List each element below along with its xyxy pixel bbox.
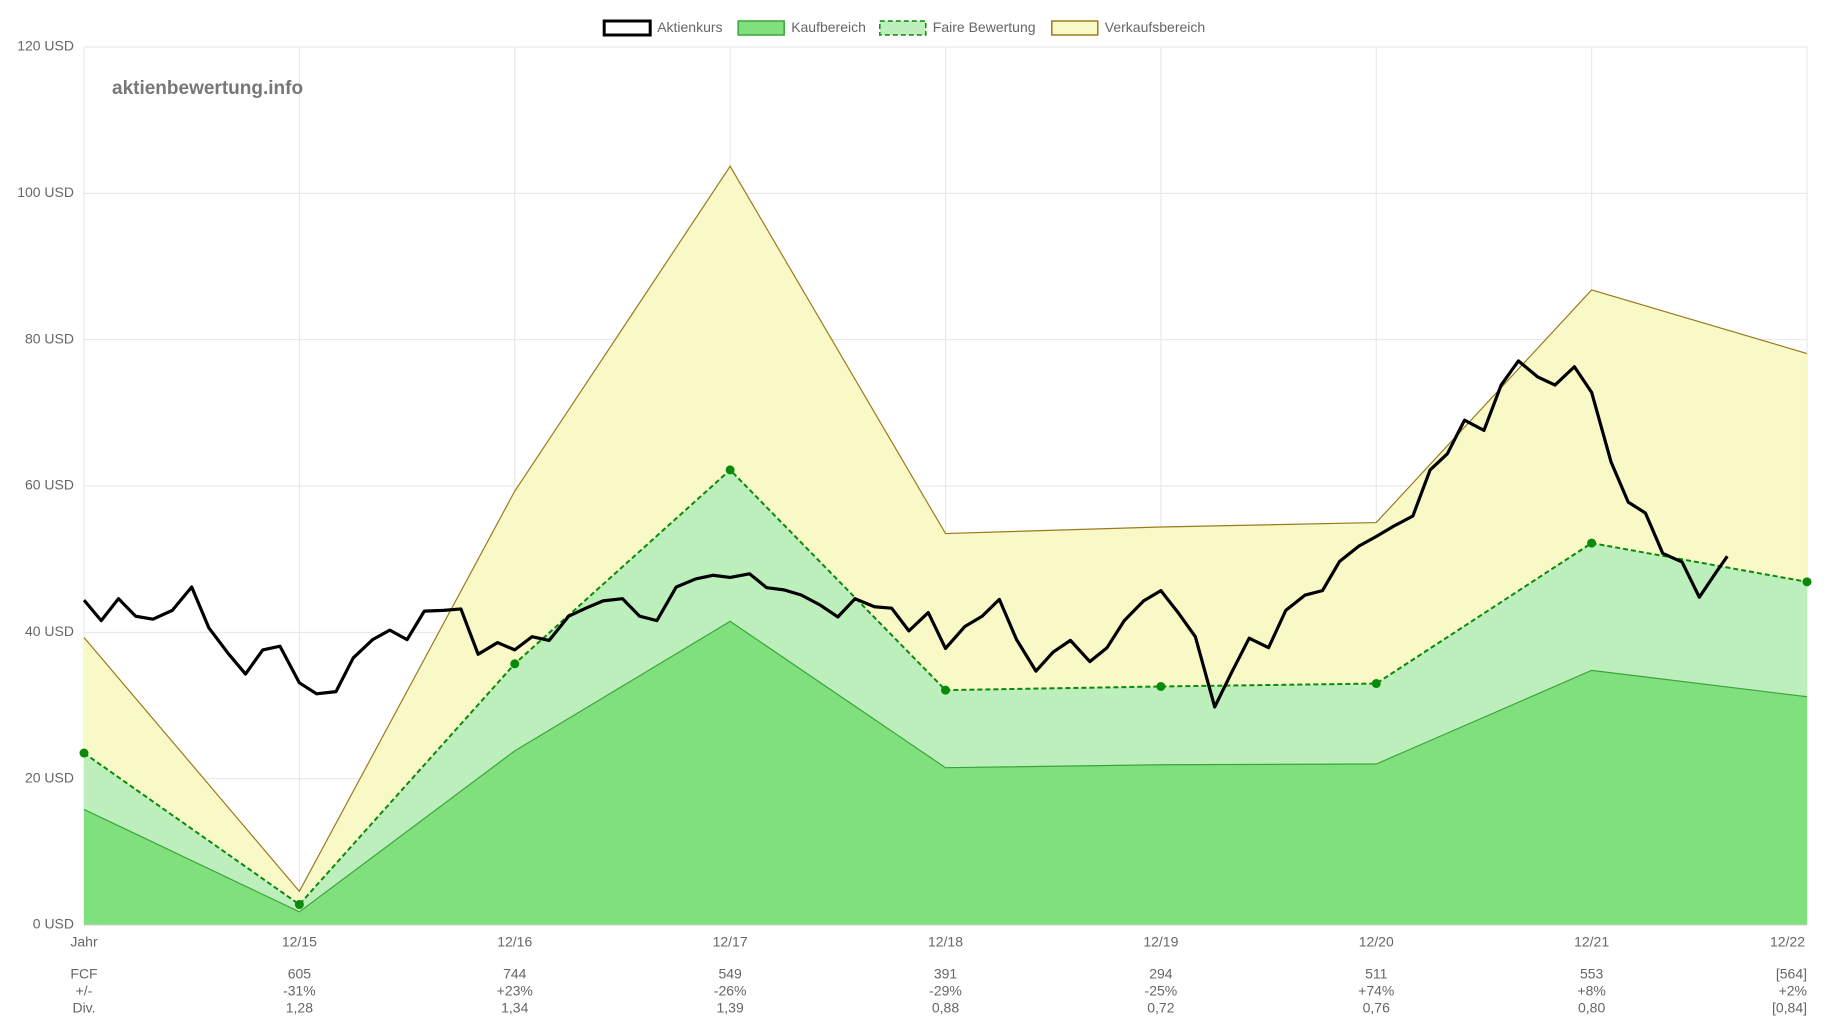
legend-swatch	[1051, 20, 1099, 36]
table-cell: 605	[288, 966, 312, 982]
y-tick-label: 120 USD	[17, 38, 74, 54]
legend-label: Kaufbereich	[791, 19, 866, 35]
x-tick-label: Jahr	[70, 934, 98, 950]
legend-label: Verkaufsbereich	[1105, 19, 1205, 35]
point	[1371, 679, 1381, 689]
x-tick-label: 12/21	[1574, 934, 1609, 950]
table-cell: 0,88	[932, 1000, 959, 1016]
y-tick-label: 80 USD	[25, 330, 74, 346]
x-tick-label: 12/18	[928, 934, 963, 950]
table-cell: +23%	[497, 983, 533, 999]
table-cell: 1,28	[286, 1000, 313, 1016]
watermark: aktienbewertung.info	[112, 78, 303, 99]
table-cell: [0,84]	[1772, 1000, 1807, 1016]
table-row-label: +/-	[76, 983, 93, 999]
point	[294, 900, 304, 910]
y-tick-label: 40 USD	[25, 623, 74, 639]
table-cell: +8%	[1577, 983, 1605, 999]
x-tick-label: 12/20	[1359, 934, 1394, 950]
table-cell: -26%	[714, 983, 747, 999]
table-cell: +2%	[1779, 983, 1807, 999]
table-cell: 0,72	[1147, 1000, 1174, 1016]
point	[1802, 577, 1812, 587]
table-row-label: FCF	[70, 966, 97, 982]
point	[1587, 538, 1597, 548]
y-tick-label: 60 USD	[25, 477, 74, 493]
table-cell: 391	[934, 966, 958, 982]
x-tick-label: 12/17	[713, 934, 748, 950]
area-fill	[84, 621, 1807, 925]
point	[941, 685, 950, 695]
table-cell: -29%	[929, 983, 962, 999]
legend-swatch	[879, 20, 927, 36]
area-line	[83, 620, 1808, 913]
x-tick-label: 12/19	[1143, 934, 1178, 950]
table-cell: 744	[503, 966, 527, 982]
table-cell: [564]	[1776, 966, 1807, 982]
legend-label: Faire Bewertung	[933, 19, 1036, 35]
table-row-label: Div.	[72, 1000, 95, 1016]
y-tick-label: 100 USD	[17, 184, 74, 200]
point	[725, 465, 735, 475]
area-line	[83, 165, 1808, 893]
x-tick-label: 12/22	[1770, 934, 1805, 950]
legend-swatch	[737, 20, 785, 36]
point	[510, 659, 520, 669]
table-cell: -31%	[283, 983, 316, 999]
table-cell: 1,34	[501, 1000, 528, 1016]
table-cell: 553	[1580, 966, 1604, 982]
legend-swatch	[602, 19, 652, 37]
price-line	[82, 359, 1729, 709]
table-cell: -25%	[1145, 983, 1178, 999]
table-cell: +74%	[1358, 983, 1394, 999]
table-cell: 1,39	[717, 1000, 744, 1016]
table-cell: 0,76	[1363, 1000, 1390, 1016]
legend-label: Aktienkurs	[657, 19, 722, 35]
point	[79, 748, 89, 758]
table-cell: 294	[1149, 966, 1173, 982]
x-tick-label: 12/15	[282, 934, 317, 950]
table-cell: 0,80	[1578, 1000, 1605, 1016]
point	[1156, 681, 1166, 691]
table-cell: 511	[1365, 966, 1388, 982]
table-cell: 549	[718, 966, 742, 982]
x-tick-label: 12/16	[497, 934, 532, 950]
y-tick-label: 0 USD	[33, 916, 74, 932]
y-tick-label: 20 USD	[25, 769, 74, 785]
